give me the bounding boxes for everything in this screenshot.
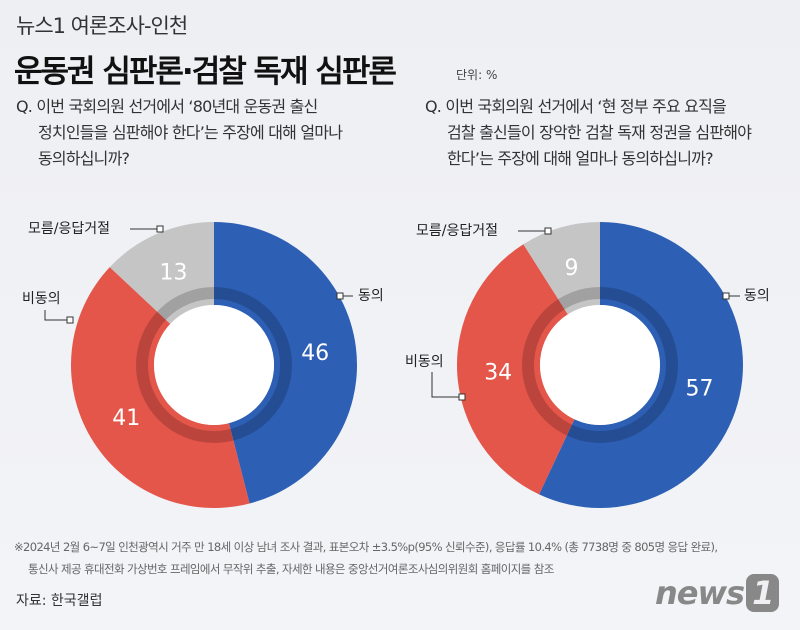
data-label: 57	[686, 376, 714, 401]
leader-marker	[722, 292, 730, 300]
question-1: Q. 이번 국회의원 선거에서 ‘80년대 운동권 출신 정치인들을 심판해야 …	[16, 94, 396, 172]
slice-unknown	[523, 222, 600, 315]
leader-line	[44, 310, 70, 321]
leader-marker	[336, 292, 344, 300]
news1-logo: news 1	[655, 574, 780, 612]
unit-label: 단위: %	[456, 68, 498, 82]
leader-marker	[544, 227, 552, 235]
question-1-line1: Q. 이번 국회의원 선거에서 ‘80년대 운동권 출신	[16, 97, 318, 116]
question-2-line2: 검찰 출신들이 장악한 검찰 독재 정권을 심판해야	[447, 123, 752, 142]
category-label: 모름/응답거절	[416, 223, 498, 239]
question-2-line3: 한다’는 주장에 대해 얼마나 동의하십니까?	[447, 149, 714, 168]
category-label: 비동의	[405, 354, 444, 370]
slice-unknown	[109, 222, 214, 324]
footnote-line2: 통신사 제공 휴대전화 가상번호 프레임에서 무작위 추출, 자세한 내용은 중…	[28, 562, 554, 576]
question-1-line2: 정치인들을 심판해야 한다’는 주장에 대해 얼마나	[38, 123, 343, 142]
inner-shadow-ring	[522, 287, 678, 443]
data-label: 34	[484, 360, 512, 385]
category-label: 동의	[744, 288, 770, 304]
slice-agree	[214, 222, 357, 504]
donut-hole	[540, 305, 660, 425]
leader-marker	[458, 393, 466, 401]
leader-marker	[66, 316, 74, 324]
donut-hole	[154, 305, 274, 425]
leader-line	[431, 372, 462, 398]
slice-disagree	[456, 244, 575, 495]
question-2: Q. 이번 국회의원 선거에서 ‘현 정부 주요 요직을 검찰 출신들이 장악한…	[425, 94, 800, 172]
footnote: ※2024년 2월 6~7일 인천광역시 거주 만 18세 이상 남녀 조사 결…	[14, 536, 718, 580]
data-label: 46	[301, 341, 329, 366]
data-label: 41	[112, 406, 140, 431]
source: 자료: 한국갤럽	[16, 593, 103, 609]
inner-shadow-ring	[136, 287, 292, 443]
slice-agree	[539, 221, 744, 508]
data-label: 13	[159, 260, 187, 285]
category-label: 동의	[358, 288, 384, 304]
question-1-line3: 동의하십니까?	[38, 149, 130, 168]
category-label: 비동의	[22, 291, 61, 307]
category-label: 모름/응답거절	[28, 221, 110, 237]
page-title: 운동권 심판론·검찰 독재 심판론	[14, 54, 397, 90]
footnote-line1: ※2024년 2월 6~7일 인천광역시 거주 만 18세 이상 남녀 조사 결…	[14, 540, 718, 554]
donut-chart-1: 46 41 13 동의 비동의 모름/응답거절	[22, 221, 384, 508]
slice-disagree	[71, 267, 250, 508]
data-label: 9	[565, 256, 579, 281]
question-2-line1: Q. 이번 국회의원 선거에서 ‘현 정부 주요 요직을	[425, 97, 727, 116]
leader-marker	[156, 225, 164, 233]
kicker: 뉴스1 여론조사-인천	[16, 14, 188, 38]
